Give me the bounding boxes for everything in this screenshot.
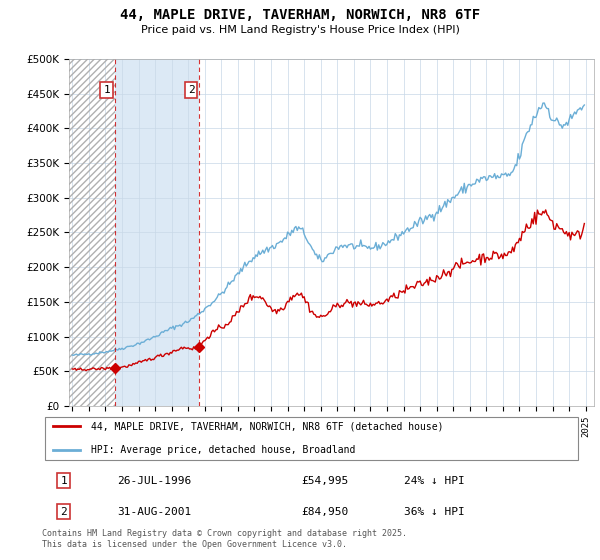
FancyBboxPatch shape <box>45 417 578 460</box>
Text: 36% ↓ HPI: 36% ↓ HPI <box>404 507 464 517</box>
Text: 1: 1 <box>103 85 110 95</box>
Text: 2: 2 <box>60 507 67 517</box>
Bar <box>115 59 199 406</box>
Text: £84,950: £84,950 <box>301 507 349 517</box>
Text: 1: 1 <box>60 475 67 486</box>
Text: Price paid vs. HM Land Registry's House Price Index (HPI): Price paid vs. HM Land Registry's House … <box>140 25 460 35</box>
Bar <box>69 59 115 406</box>
Text: Contains HM Land Registry data © Crown copyright and database right 2025.
This d: Contains HM Land Registry data © Crown c… <box>42 529 407 549</box>
Text: 2: 2 <box>188 85 194 95</box>
Text: 24% ↓ HPI: 24% ↓ HPI <box>404 475 464 486</box>
Bar <box>69 59 115 406</box>
Text: 44, MAPLE DRIVE, TAVERHAM, NORWICH, NR8 6TF (detached house): 44, MAPLE DRIVE, TAVERHAM, NORWICH, NR8 … <box>91 421 443 431</box>
Text: HPI: Average price, detached house, Broadland: HPI: Average price, detached house, Broa… <box>91 445 355 455</box>
Text: 31-AUG-2001: 31-AUG-2001 <box>118 507 192 517</box>
Text: £54,995: £54,995 <box>301 475 349 486</box>
Text: 44, MAPLE DRIVE, TAVERHAM, NORWICH, NR8 6TF: 44, MAPLE DRIVE, TAVERHAM, NORWICH, NR8 … <box>120 8 480 22</box>
Text: 26-JUL-1996: 26-JUL-1996 <box>118 475 192 486</box>
